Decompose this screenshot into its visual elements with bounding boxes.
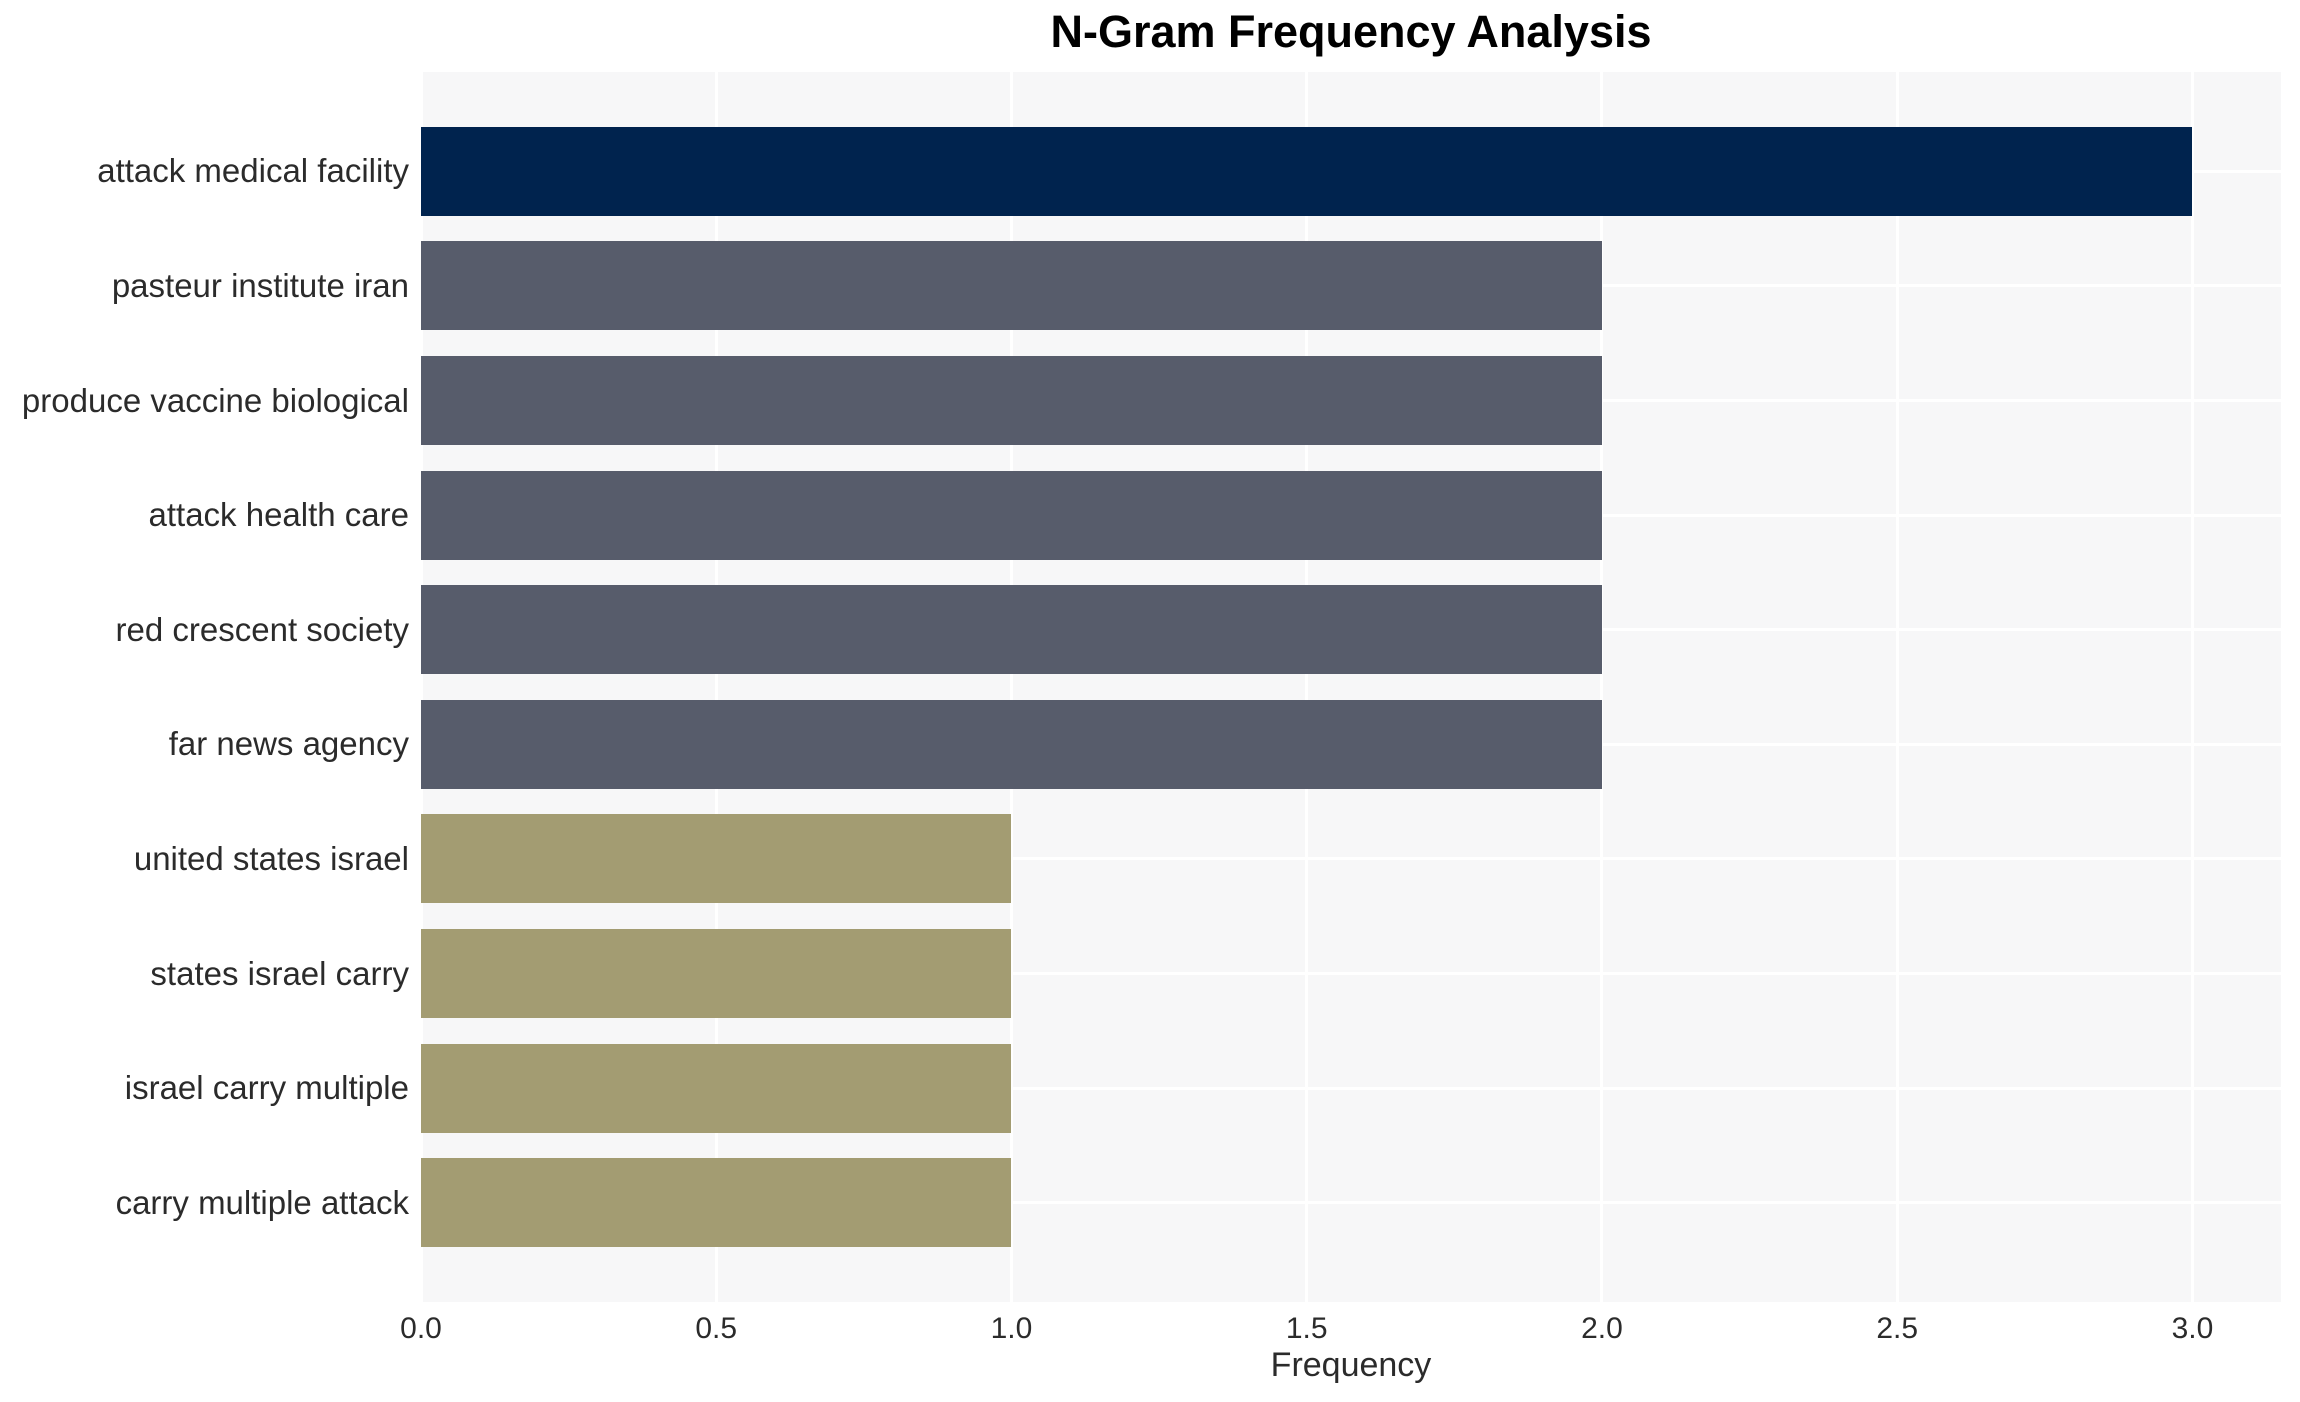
y-tick-label: far news agency <box>168 725 409 763</box>
bar-united-states-israel <box>421 814 1012 904</box>
x-tick-label: 0.0 <box>400 1312 442 1345</box>
gridline-horizontal <box>421 1086 2281 1090</box>
bar-attack-health-care <box>421 470 1602 560</box>
gridline-vertical <box>714 72 718 1302</box>
gridline-vertical <box>2190 72 2194 1302</box>
gridline-horizontal <box>421 972 2281 975</box>
chart-title: N-Gram Frequency Analysis <box>1050 6 1652 57</box>
plot-area <box>419 72 2281 1302</box>
y-tick-label: states israel carry <box>150 954 409 992</box>
x-tick-label: 1.5 <box>1285 1312 1328 1345</box>
x-tick-label: 1.0 <box>990 1312 1033 1345</box>
bar-israel-carry-multiple <box>421 1043 1012 1133</box>
y-tick-label: attack health care <box>148 496 410 534</box>
bar-produce-vaccine-biological <box>421 356 1602 445</box>
bar-states-israel-carry <box>421 929 1012 1018</box>
x-tick-label: 2.5 <box>1876 1312 1919 1345</box>
gridline-vertical <box>1895 72 1899 1302</box>
y-tick-label: israel carry multiple <box>124 1069 409 1107</box>
gridline-vertical <box>1600 72 1604 1302</box>
y-tick-label: produce vaccine biological <box>21 381 409 419</box>
bar-carry-multiple-attack <box>421 1158 1012 1248</box>
y-tick-label: united states israel <box>133 839 409 877</box>
x-tick-label: 3.0 <box>2171 1312 2214 1345</box>
y-tick-label: red crescent society <box>115 610 409 648</box>
x-tick-label: 0.5 <box>695 1312 738 1345</box>
y-tick-label: pasteur institute iran <box>111 266 409 304</box>
bar-attack-medical-facility <box>421 126 2193 216</box>
y-tick-label: attack medical facility <box>97 152 409 190</box>
gridline-vertical <box>1009 72 1013 1302</box>
x-axis-title: Frequency <box>1270 1346 1432 1384</box>
gridline-horizontal <box>421 857 2281 861</box>
x-tick-label: 2.0 <box>1581 1312 1623 1345</box>
gridline-vertical <box>1305 72 1309 1302</box>
gridline-horizontal <box>421 1201 2281 1205</box>
bar-pasteur-institute-iran <box>421 241 1602 331</box>
bar-red-crescent-society <box>421 585 1602 675</box>
bar-far-news-agency <box>421 699 1602 789</box>
gridline-vertical <box>419 72 423 1302</box>
y-tick-label: carry multiple attack <box>115 1183 409 1221</box>
